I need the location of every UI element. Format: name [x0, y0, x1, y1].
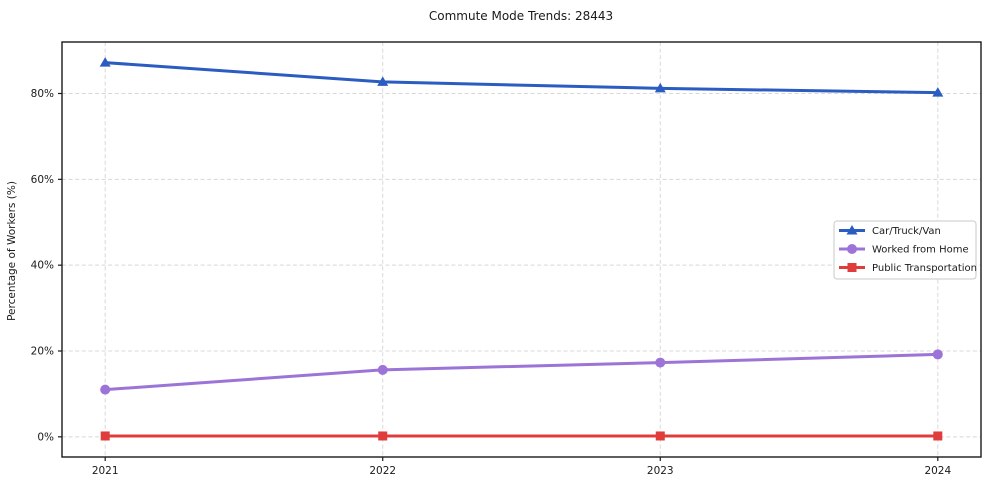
legend-entry: Public Transportation — [839, 263, 977, 274]
data-point-marker — [655, 431, 665, 441]
data-point-marker — [378, 431, 388, 441]
legend: Car/Truck/Van Worked from Home Public Tran… — [833, 220, 977, 280]
y-tick-label: 80% — [31, 88, 54, 100]
data-point-marker — [654, 82, 666, 93]
axes-layer: 0% 20% 40% 60% 80% 2021 2022 2023 2024 — [31, 41, 982, 477]
data-point-marker — [847, 263, 857, 272]
y-tick-label: 40% — [31, 260, 54, 272]
chart-title: Commute Mode Trends: 28443 — [429, 9, 613, 23]
y-axis-label: Percentage of Workers (%) — [6, 181, 18, 321]
legend-entry: Worked from Home — [839, 244, 969, 256]
data-point-marker — [377, 76, 389, 86]
series-line-triangle — [103, 61, 940, 95]
x-tick-label: 2023 — [647, 465, 674, 477]
legend-entry: Car/Truck/Van — [839, 225, 941, 237]
legend-label: Public Transportation — [872, 263, 977, 274]
legend-box — [833, 220, 977, 280]
legend-label: Worked from Home — [872, 245, 969, 256]
data-point-marker — [100, 431, 110, 441]
x-tick-label: 2021 — [92, 465, 119, 477]
x-tick-label: 2024 — [924, 465, 951, 477]
data-point-marker — [932, 87, 944, 97]
data-point-marker — [932, 349, 943, 360]
y-tick-label: 0% — [37, 431, 54, 443]
axes-spines — [61, 41, 982, 458]
data-point-marker — [377, 364, 388, 375]
data-point-marker — [100, 384, 111, 395]
legend-label: Car/Truck/Van — [872, 226, 941, 237]
grid-layer — [62, 42, 981, 457]
x-tick-label: 2022 — [369, 465, 396, 477]
data-point-marker — [933, 431, 943, 441]
data-point-marker — [846, 225, 858, 235]
data-point-marker — [655, 357, 666, 368]
data-point-marker — [847, 244, 857, 254]
y-tick-label: 20% — [31, 345, 54, 357]
data-point-marker — [99, 57, 111, 67]
series-layer — [99, 57, 944, 441]
series-line-circle — [103, 352, 940, 392]
y-tick-label: 60% — [31, 174, 54, 186]
